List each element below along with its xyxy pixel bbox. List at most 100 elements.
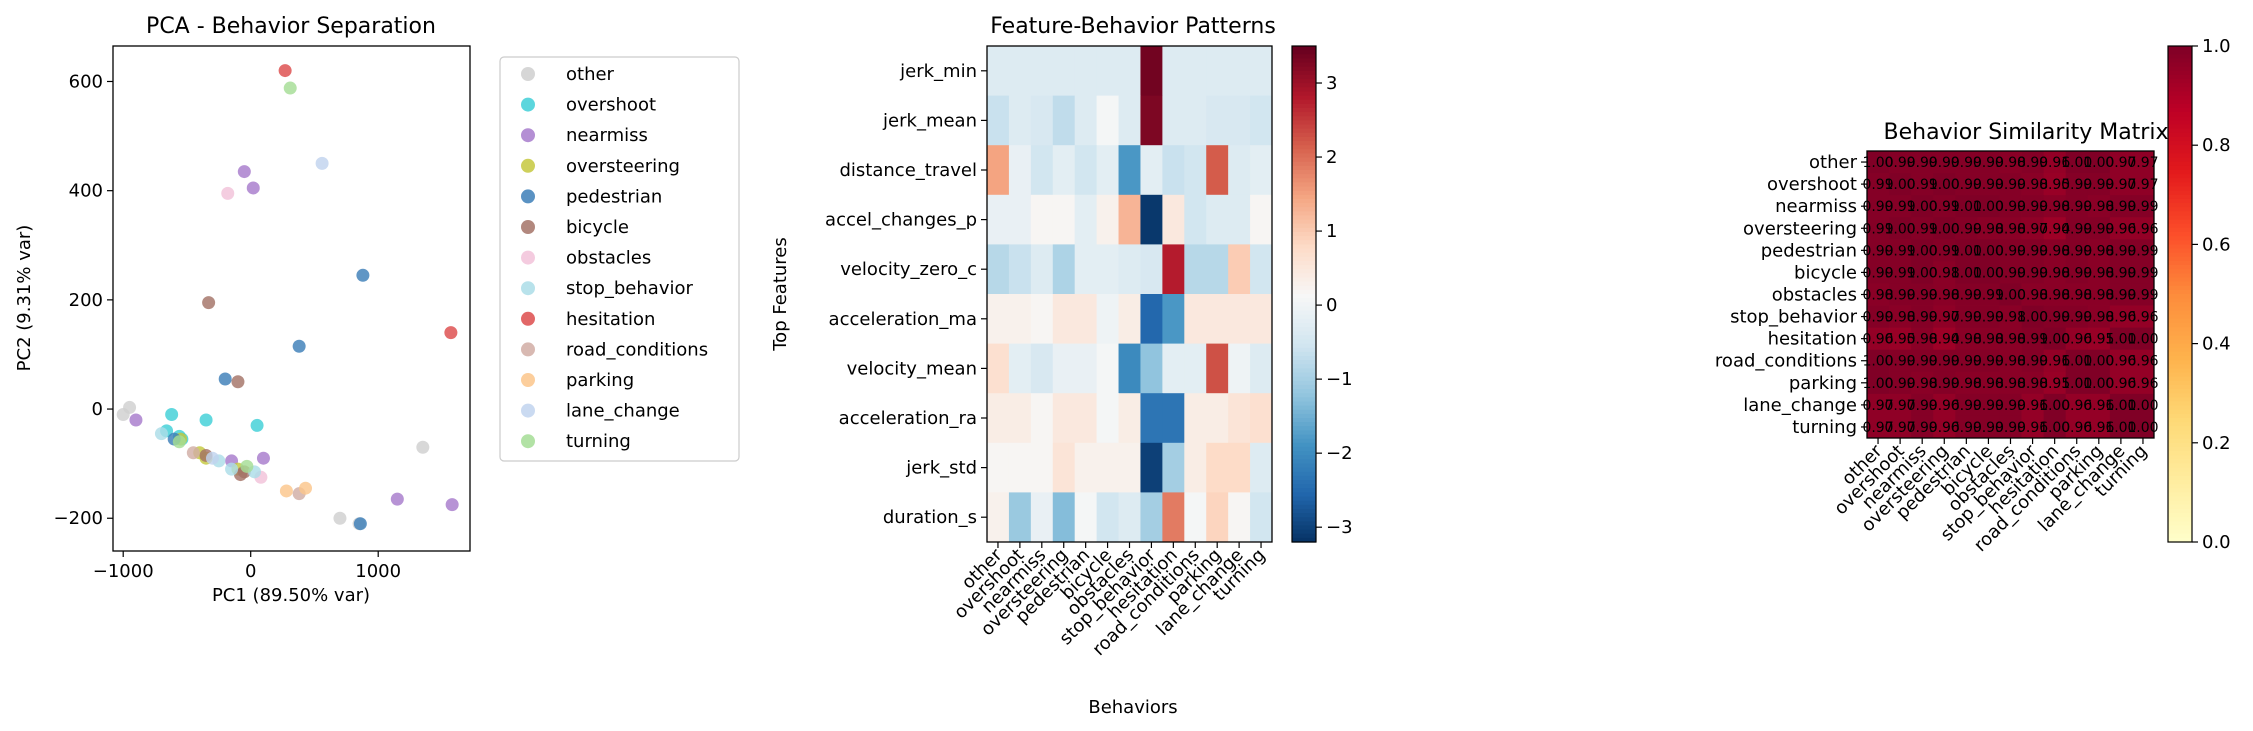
fb-cell (1250, 442, 1273, 493)
sim-cell (1933, 327, 1956, 351)
fb-colorbar-segment (1292, 517, 1316, 522)
sim-cell-value: 0.98 (2083, 199, 2114, 215)
sim-colorbar-segment (2168, 521, 2192, 527)
fb-cell (1008, 343, 1032, 394)
sim-cell-value: 0.99 (1929, 199, 1960, 215)
fb-colorbar-segment (1292, 46, 1316, 51)
similarity-matrix-chart: Behavior Similarity Matrix 1.000.990.990… (1715, 36, 2231, 556)
fb-colorbar-segment (1292, 178, 1316, 183)
fb-cell (1052, 343, 1076, 394)
sim-colorbar-segment (2168, 508, 2192, 514)
sim-colorbar-segment (2168, 153, 2192, 159)
fb-cell (1162, 393, 1185, 444)
sim-cell-value: 0.98 (2083, 288, 2114, 304)
pca-point-nearmiss (390, 492, 404, 506)
sim-cell-value: 0.96 (2105, 354, 2136, 370)
sim-cell-value: 0.99 (1995, 398, 2026, 414)
fb-colorbar-segment (1292, 537, 1316, 543)
sim-cell-value: 0.96 (1929, 420, 1960, 436)
fb-cell (1250, 244, 1273, 295)
sim-colorbar-segment (2168, 397, 2192, 403)
sim-cell (1911, 305, 1934, 329)
sim-cell-value: 0.99 (1995, 199, 2026, 215)
sim-colorbar-segment (2168, 492, 2192, 498)
sim-cell (2043, 173, 2067, 196)
sim-colorbar-segment (2168, 165, 2192, 171)
sim-cell (1933, 239, 1956, 262)
fb-colorbar-segment (1292, 364, 1316, 369)
fb-cell (1184, 294, 1207, 344)
sim-cell (2131, 283, 2155, 306)
sim-cell (2109, 327, 2133, 351)
fb-colorbar-segment (1292, 227, 1316, 233)
fb-cell (1074, 95, 1098, 146)
fb-cell (1162, 194, 1185, 245)
sim-cell-value: 1.00 (1929, 221, 1960, 237)
fb-cell (1228, 95, 1251, 146)
sim-cell-value: 1.00 (1885, 221, 1916, 237)
sim-cell (2021, 415, 2045, 439)
sim-cell (1889, 283, 1912, 306)
sim-cell-value: 0.98 (2083, 243, 2114, 259)
fb-colorbar-segment (1292, 62, 1316, 68)
fb-cell (1074, 393, 1098, 444)
sim-colorbar-segment (2168, 430, 2192, 436)
sim-colorbar-segment (2168, 128, 2192, 134)
pca-y-axis-label: PC2 (9.31% var) (14, 225, 35, 372)
sim-colorbar-segment (2168, 269, 2192, 274)
pca-point-nearmiss (237, 165, 251, 179)
fb-cell (1140, 46, 1163, 96)
sim-colorbar-segment (2168, 480, 2192, 485)
sim-cell (1889, 261, 1912, 284)
fb-colorbar-segment (1292, 513, 1316, 518)
sim-colorbar-segment (2168, 322, 2192, 328)
fb-cell (987, 95, 1010, 146)
fb-cell (1118, 393, 1141, 444)
sim-cell (1999, 151, 2022, 174)
fb-row-label: distance_travel (840, 160, 978, 181)
sim-cell (2021, 261, 2045, 284)
sim-cell-value: 0.94 (1929, 332, 1960, 348)
fb-cell (1008, 294, 1032, 344)
sim-cell-value: 1.00 (2127, 398, 2158, 414)
sim-cell (1999, 217, 2022, 240)
pca-title: PCA - Behavior Separation (146, 14, 436, 39)
sim-cell-value: 0.95 (2039, 376, 2070, 392)
sim-colorbar-segment (2168, 178, 2192, 183)
sim-cell (1911, 283, 1934, 306)
pca-point-turning (240, 459, 254, 473)
sim-cell (2131, 393, 2155, 417)
sim-cell (1999, 349, 2022, 373)
sim-cell (2021, 173, 2045, 196)
fb-cell (987, 492, 1010, 543)
fb-colorbar-segment (1292, 533, 1316, 539)
sim-cell (2043, 327, 2067, 351)
sim-colorbar-segment (2168, 223, 2192, 229)
fb-cell (1118, 442, 1141, 493)
sim-row-label: obstacles (1772, 285, 1857, 306)
sim-cell-value: 0.99 (1951, 288, 1982, 304)
sim-cell (2109, 195, 2133, 218)
sim-cell-value: 0.98 (1995, 310, 2026, 326)
sim-cell (1911, 261, 1934, 284)
fb-colorbar-segment (1292, 87, 1316, 93)
sim-cell-value: 0.99 (2017, 265, 2048, 281)
sim-cell-value: 0.99 (2017, 155, 2048, 171)
sim-cell (1977, 305, 2000, 329)
fb-y-axis-label: Top Features (770, 237, 791, 352)
fb-cell (1052, 492, 1076, 543)
sim-cell-value: 0.99 (1995, 420, 2026, 436)
fb-colorbar-segment (1292, 161, 1316, 167)
sim-cell (1889, 217, 1912, 240)
sim-cells-layer: 1.00 0.99 0.99 0.99 0.99 0.99 0.98 0.99 0.96 1.00… (1862, 151, 2159, 439)
sim-cell (1933, 371, 1956, 395)
fb-cell (1206, 442, 1229, 493)
sim-colorbar-segment (2168, 132, 2192, 138)
fb-colorbar-segment (1292, 302, 1316, 307)
sim-cell-value: 1.00 (1951, 243, 1982, 259)
fb-cell (1030, 343, 1054, 394)
sim-cell (1933, 217, 1956, 240)
fb-cell (1184, 145, 1207, 196)
sim-cell (1999, 173, 2022, 196)
sim-cell (1867, 393, 1890, 417)
